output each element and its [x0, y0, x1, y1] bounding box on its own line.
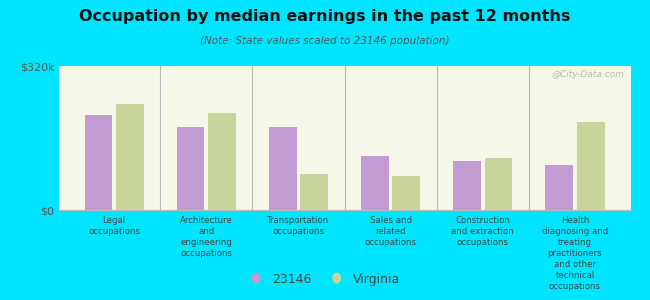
Bar	[84, 116, 112, 210]
Bar	[177, 127, 204, 210]
Bar	[116, 104, 144, 210]
Legend: 23146, Virginia: 23146, Virginia	[245, 268, 405, 291]
Bar	[485, 158, 512, 210]
Text: (Note: State values scaled to 23146 population): (Note: State values scaled to 23146 popu…	[200, 36, 450, 46]
Bar	[577, 122, 604, 210]
Bar	[269, 127, 296, 210]
Bar	[300, 174, 328, 210]
Text: @City-Data.com: @City-Data.com	[552, 70, 625, 79]
Bar	[545, 165, 573, 210]
Bar	[361, 156, 389, 210]
Bar	[393, 176, 420, 210]
Bar	[208, 113, 236, 210]
Text: Occupation by median earnings in the past 12 months: Occupation by median earnings in the pas…	[79, 9, 571, 24]
Bar	[453, 160, 481, 210]
